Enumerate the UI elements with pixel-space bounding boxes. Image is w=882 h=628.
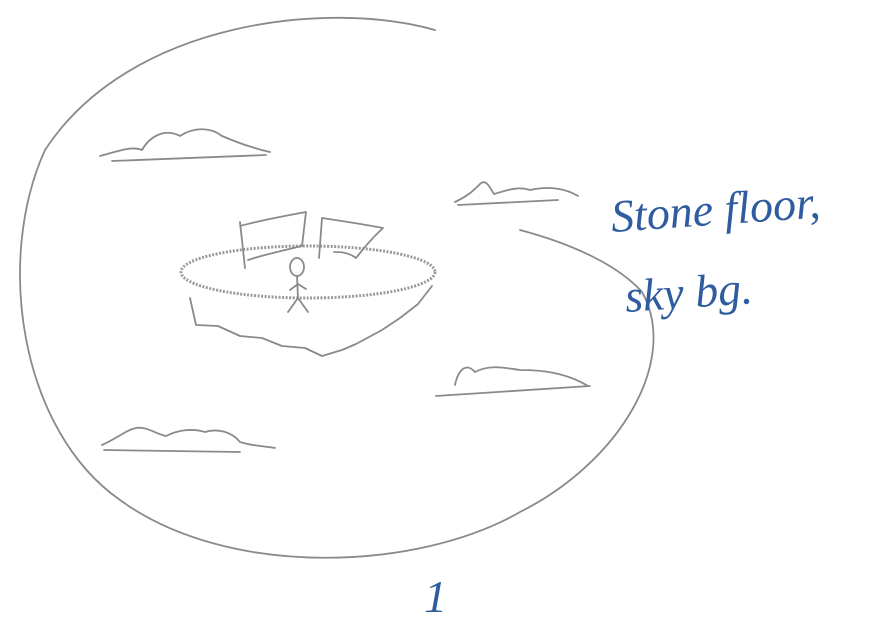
sky-outline <box>19 16 655 559</box>
cloud <box>454 181 579 206</box>
figure-body <box>287 275 309 313</box>
island-top <box>179 244 437 300</box>
cloud <box>101 426 276 453</box>
page-number: 1 <box>424 571 447 622</box>
flag <box>239 211 307 269</box>
cloud <box>99 128 271 162</box>
island-bottom <box>189 285 433 357</box>
note-line: sky bg. <box>623 262 754 322</box>
flag <box>318 217 384 259</box>
figure-head <box>289 257 305 277</box>
cloud <box>435 366 591 397</box>
note-line: Stone floor, <box>609 176 822 241</box>
